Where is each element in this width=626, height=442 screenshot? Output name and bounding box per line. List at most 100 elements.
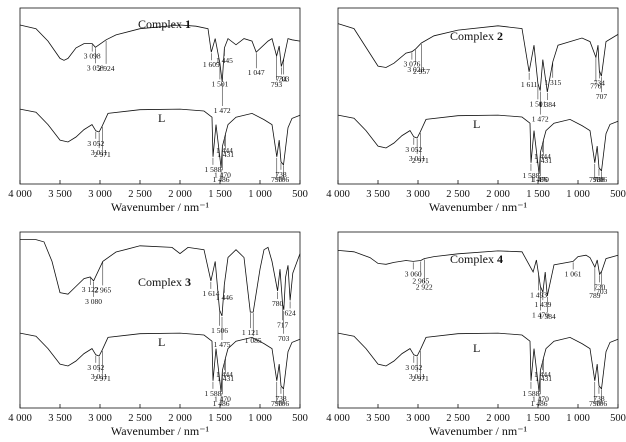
x-tick-label: 4 000	[8, 413, 32, 424]
peak-label: 1 470	[214, 170, 231, 179]
peak-label: 1 472	[532, 115, 549, 124]
peak-label: 1 588	[523, 389, 540, 398]
peak-label: 3 122	[82, 285, 99, 294]
peak-label: 1 061	[565, 269, 582, 278]
x-tick-label: 1 000	[248, 189, 272, 200]
peak-label: 717	[277, 320, 289, 329]
x-tick-label: 1 000	[566, 189, 590, 200]
peak-label: 1 614	[202, 289, 219, 298]
x-tick-label: 3 500	[48, 413, 72, 424]
x-tick-label: 500	[610, 413, 626, 424]
peak-label: 3 076	[403, 60, 420, 69]
peak-label: 734	[594, 78, 606, 87]
chart-panel-3: 4 000 3 500 3 000 2 500 2 000 1 500 1 000 500 Wa…	[8, 231, 308, 438]
x-tick-label: 1 000	[248, 413, 272, 424]
peak-label: 2 965	[412, 276, 429, 285]
x-tick-label: 3 000	[88, 413, 112, 424]
peak-label: 703	[278, 74, 290, 83]
x-tick-label: 3 000	[88, 189, 112, 200]
peak-label: 1 588	[205, 165, 222, 174]
peak-label: 703	[596, 287, 608, 296]
spectrum-trace-complex	[19, 24, 301, 83]
peak-label: 1 486	[531, 175, 548, 184]
spectrum-trace-complex	[337, 250, 619, 297]
peak-label: 2 971	[94, 374, 111, 383]
series-name-label: Complex 4	[450, 252, 503, 266]
x-tick-label: 2 500	[446, 413, 470, 424]
peak-label: 1 501	[211, 79, 228, 88]
peak-label: 1 439	[534, 300, 551, 309]
peak-label: 706	[278, 399, 290, 408]
peak-label: 1 121	[242, 328, 259, 337]
x-tick-label: 1 500	[526, 189, 550, 200]
peak-label: 1 431	[535, 156, 552, 165]
x-tick-label: 2 000	[486, 413, 510, 424]
peak-label: 1 444	[216, 146, 233, 155]
peak-label: 1 384	[539, 100, 556, 109]
x-tick-label: 4 000	[8, 189, 32, 200]
peak-label: 1 486	[213, 175, 230, 184]
peak-label: 730	[594, 282, 606, 291]
chart-panel-4: 4 000 3 500 3 000 2 500 2 000 1 500 1 000 500 Wa…	[326, 231, 626, 438]
peak-label: 738	[275, 394, 287, 403]
peak-label: 706	[596, 175, 608, 184]
x-axis-label: Wavenumber / nm⁻¹	[429, 424, 528, 438]
x-tick-label: 3 500	[366, 413, 390, 424]
peak-label: 1 506	[211, 326, 228, 335]
peak-label: 706	[278, 175, 290, 184]
x-tick-label: 500	[610, 189, 626, 200]
peak-label: 2 971	[94, 150, 111, 159]
peak-label: 1 470	[532, 310, 549, 319]
spectrum-trace-complex	[337, 23, 619, 93]
peak-label: 1 472	[214, 106, 231, 115]
x-tick-label: 3 000	[406, 413, 430, 424]
peak-label: 780	[272, 299, 284, 308]
series-name-label: L	[473, 341, 480, 355]
peak-label: 1 609	[203, 60, 220, 69]
peak-label: 3 052	[87, 139, 104, 148]
x-tick-label: 2 000	[168, 189, 192, 200]
peak-label: 1 470	[214, 394, 231, 403]
peak-label: 1 486	[213, 399, 230, 408]
peak-label: 1 501	[529, 99, 546, 108]
peak-label: 2 971	[412, 374, 429, 383]
x-axis-label: Wavenumber / nm⁻¹	[111, 424, 210, 438]
peak-label: 3 058	[87, 63, 104, 72]
x-tick-label: 3 500	[366, 189, 390, 200]
peak-label: 3 011	[409, 372, 426, 381]
peak-label: 793	[271, 80, 283, 89]
x-tick-label: 500	[292, 413, 308, 424]
x-tick-label: 4 000	[326, 413, 350, 424]
peak-label: 738	[275, 170, 287, 179]
chart-panel-1: 4 000 3 500 3 000 2 500 2 000 1 500 1 000 500 Wa…	[8, 7, 308, 214]
peak-label: 790	[589, 399, 601, 408]
peak-label: 2 924	[98, 64, 115, 73]
plot-frame	[19, 231, 301, 409]
peak-label: 1 431	[535, 374, 552, 383]
peak-label: 1 431	[217, 150, 234, 159]
x-tick-label: 2 500	[446, 189, 470, 200]
spectrum-trace-ligand	[19, 332, 301, 393]
x-tick-label: 4 000	[326, 189, 350, 200]
spectrum-trace-ligand	[337, 332, 619, 393]
peak-label: 790	[271, 399, 283, 408]
peak-label: 738	[593, 175, 605, 184]
peak-label: 1 611	[521, 80, 538, 89]
x-tick-label: 1 500	[208, 189, 232, 200]
plot-frame	[19, 7, 301, 185]
peak-label: 790	[271, 175, 283, 184]
peak-label: 3 011	[91, 372, 108, 381]
plot-frame	[337, 231, 619, 409]
peak-label: 1 470	[532, 394, 549, 403]
peak-label: 703	[278, 334, 290, 343]
series-name-label: L	[473, 117, 480, 131]
peak-label: 3 011	[91, 148, 108, 157]
peak-label: 1 085	[245, 336, 262, 345]
x-tick-label: 1 500	[208, 413, 232, 424]
peak-label: 3 098	[84, 52, 101, 61]
peak-label: 1 444	[534, 152, 551, 161]
peak-label: 789	[589, 291, 601, 300]
peak-label: 3 052	[87, 363, 104, 372]
peak-label: 1 588	[205, 389, 222, 398]
peak-label: 1 486	[531, 399, 548, 408]
